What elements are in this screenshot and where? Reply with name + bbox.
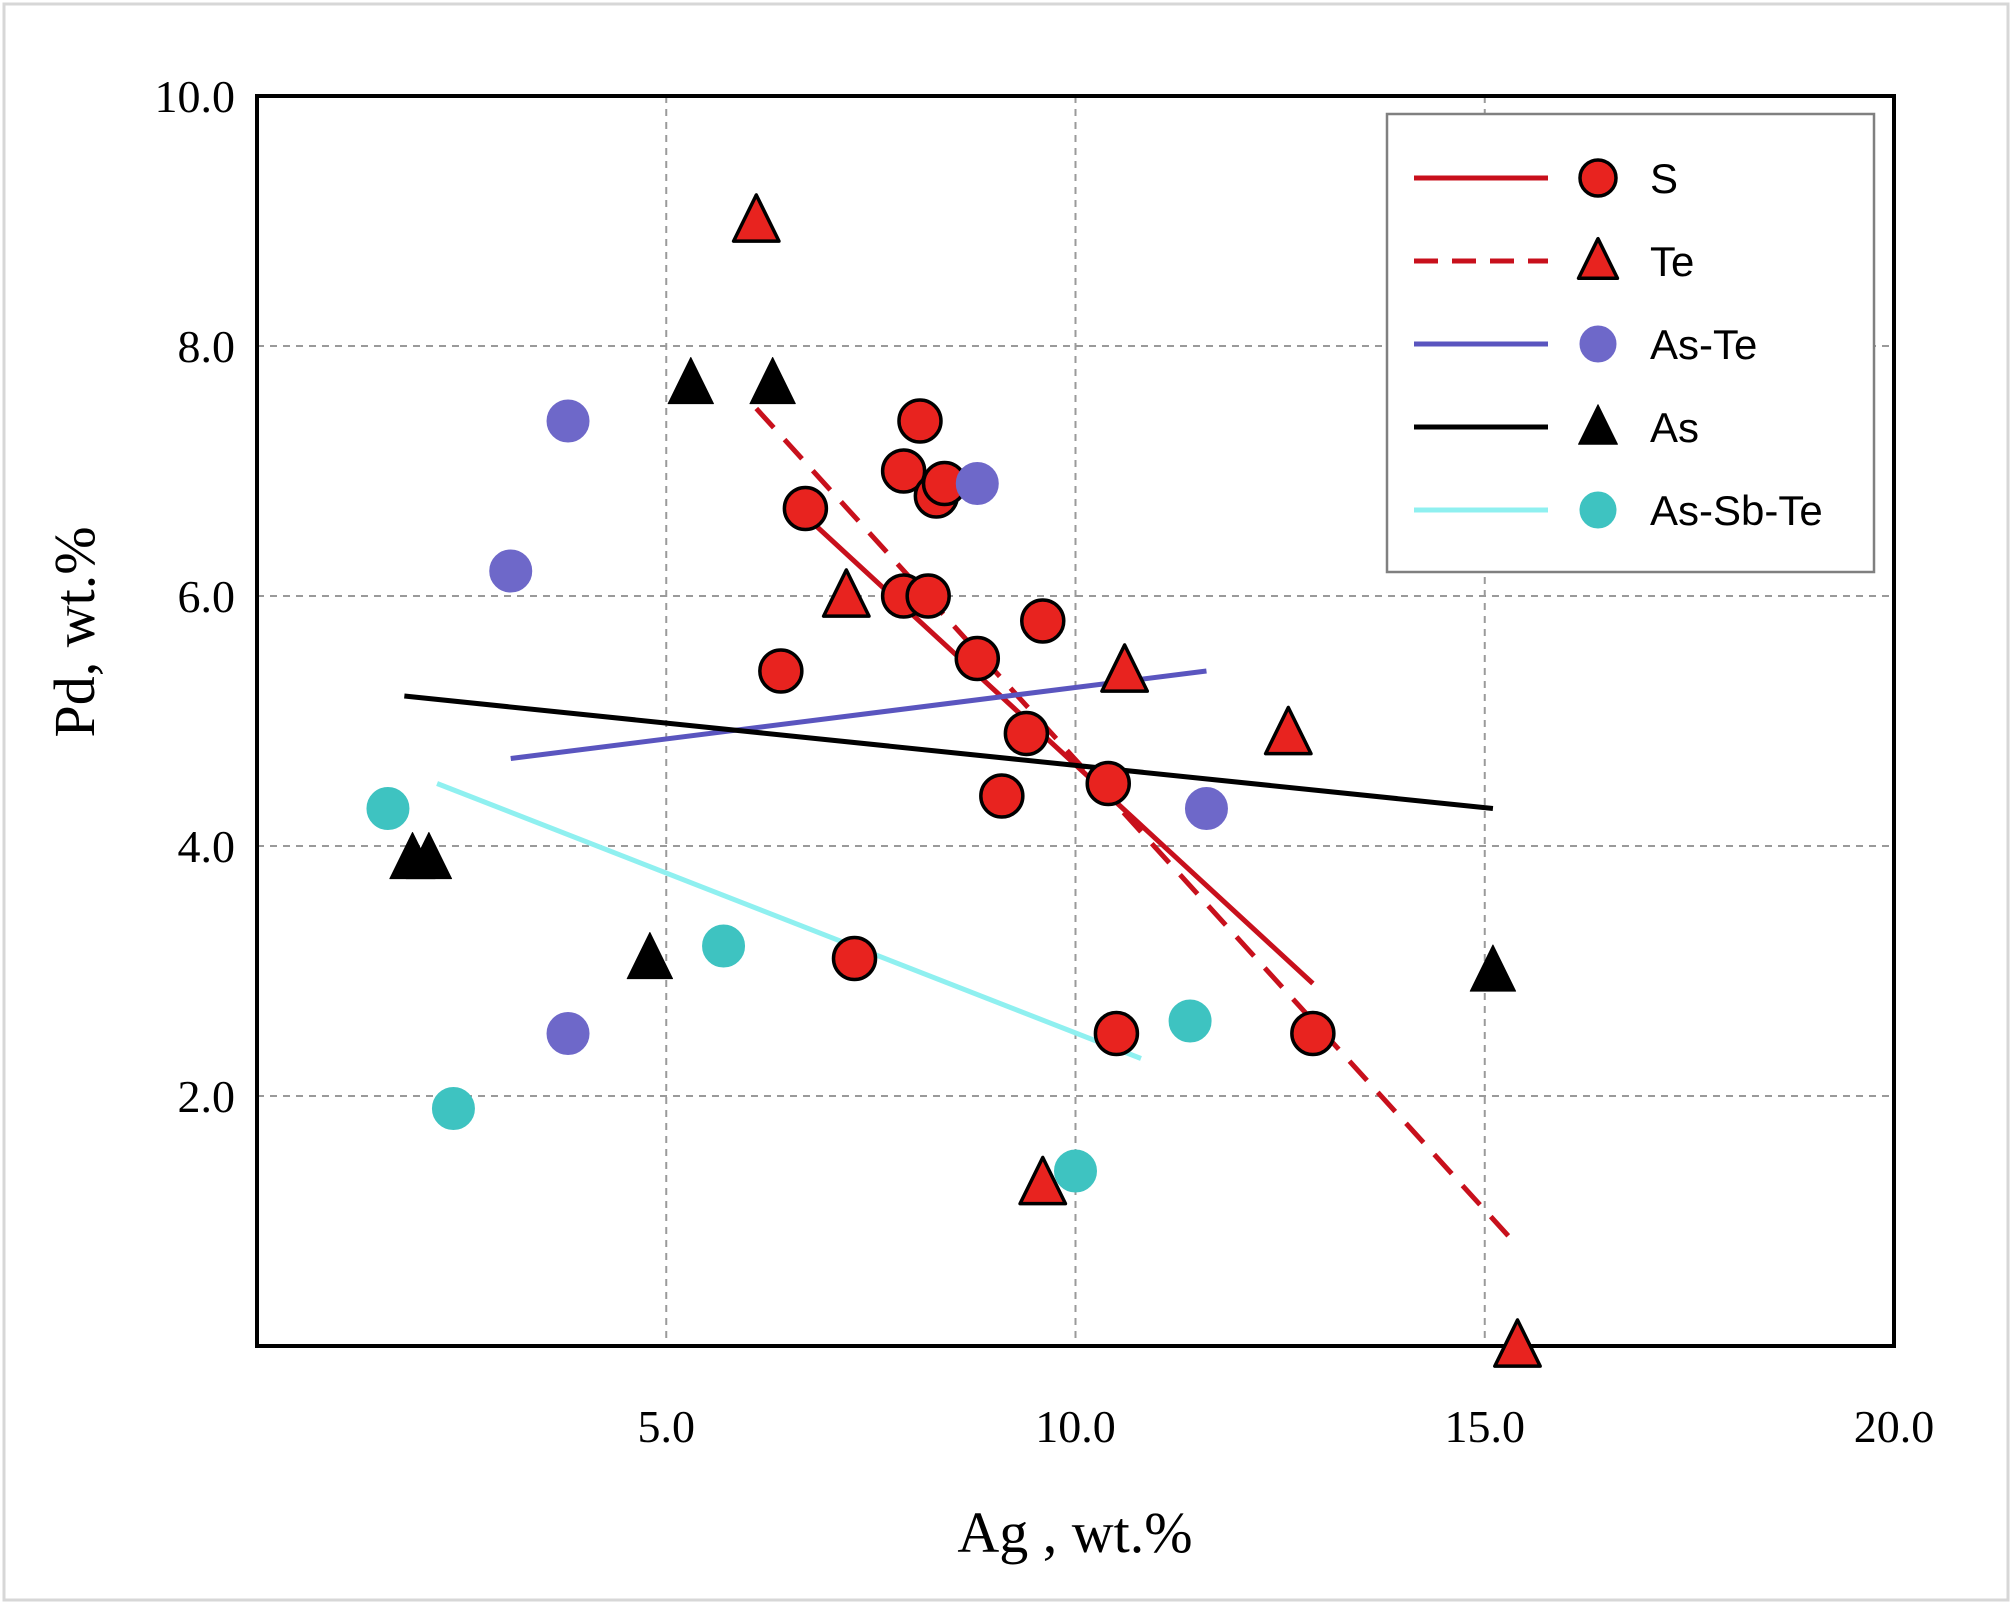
legend-label-as-sb-te: As-Sb-Te: [1650, 487, 1823, 534]
point-as-sb-te: [431, 1087, 475, 1130]
trend-line-te: [754, 406, 1520, 1248]
point-s: [782, 485, 829, 532]
y-tick-labels: 2.0 4.0 6.0 8.0 10.0: [155, 71, 236, 1122]
point-as-te: [546, 1012, 590, 1055]
point-s: [1085, 760, 1131, 807]
y-tick-label: 10.0: [155, 71, 236, 122]
x-tick-labels: 5.0 10.0 15.0 20.0: [638, 1401, 1935, 1452]
point-s: [905, 573, 951, 619]
legend-marker-as-sb-te: [1579, 491, 1617, 529]
legend-marker-te: [1576, 236, 1620, 281]
point-s: [1290, 1010, 1336, 1057]
point-s: [831, 935, 878, 982]
point-as-te: [546, 399, 590, 443]
y-tick-label: 4.0: [178, 821, 236, 872]
point-te: [1018, 1155, 1068, 1206]
legend-marker-as: [1578, 404, 1618, 445]
legend-label-as-te: As-Te: [1650, 321, 1757, 368]
point-as-sb-te: [1054, 1149, 1097, 1193]
point-as: [1469, 944, 1517, 992]
point-s: [1020, 598, 1066, 644]
y-tick-label: 8.0: [178, 321, 236, 372]
point-te: [1100, 643, 1150, 693]
point-s: [954, 635, 1001, 682]
legend-label-as: As: [1650, 404, 1699, 451]
x-tick-label: 10.0: [1035, 1401, 1116, 1452]
x-axis-title: Ag , wt.%: [957, 1500, 1192, 1565]
point-as-sb-te: [1168, 999, 1212, 1043]
point-as-te: [489, 549, 533, 593]
point-as: [667, 356, 714, 405]
point-as-te: [955, 462, 999, 505]
point-te: [1493, 1318, 1542, 1368]
plot-frame: [255, 94, 1896, 1348]
legend-label-te: Te: [1650, 238, 1694, 285]
trend-line-as-te: [510, 668, 1207, 761]
legend-marker-s: [1578, 158, 1618, 198]
point-as: [405, 831, 453, 880]
point-te: [731, 193, 781, 243]
point-as-sb-te: [366, 787, 410, 830]
point-as-sb-te: [702, 924, 746, 968]
point-te: [821, 568, 871, 618]
point-s: [897, 398, 943, 444]
y-tick-label: 2.0: [178, 1071, 236, 1122]
trend-line-as-sb-te: [436, 781, 1142, 1061]
point-as-te: [1184, 787, 1228, 830]
x-tick-label: 15.0: [1445, 1401, 1526, 1452]
point-s: [1003, 710, 1050, 757]
legend-marker-as-te: [1579, 325, 1617, 363]
point-as: [749, 356, 796, 405]
trend-line-as: [404, 693, 1494, 811]
point-te: [1263, 705, 1313, 756]
x-tick-label: 5.0: [638, 1401, 696, 1452]
point-s: [1093, 1010, 1140, 1057]
point-as: [626, 931, 674, 980]
y-tick-label: 6.0: [178, 571, 236, 622]
point-s: [880, 448, 927, 494]
point-s: [979, 773, 1025, 819]
x-tick-label: 20.0: [1854, 1401, 1935, 1452]
point-s: [758, 648, 804, 694]
y-axis-title: Pd, wt.%: [42, 526, 107, 737]
trend-lines: [404, 406, 1520, 1248]
data-markers: [366, 193, 1542, 1368]
legend: S Te As-Te As As-Sb-Te: [1385, 112, 1876, 574]
legend-label-s: S: [1650, 155, 1678, 202]
